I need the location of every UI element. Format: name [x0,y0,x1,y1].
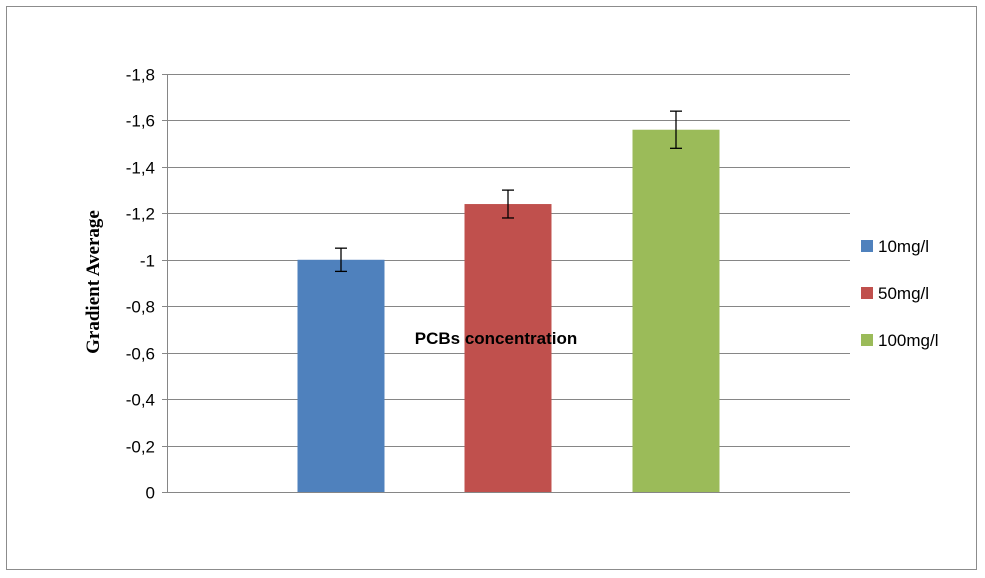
legend-label: 10mg/l [878,237,929,256]
bars [297,129,720,493]
legend-item-1: 10mg/l [861,237,929,256]
y-tick-label: -0,6 [126,345,155,364]
y-tick-label: -1,6 [126,112,155,131]
x-axis-title: PCBs concentration [415,329,577,348]
y-tick-label: -1,2 [126,205,155,224]
y-tick-label: -0,4 [126,391,155,410]
legend: 10mg/l 50mg/l 100mg/l [861,237,938,350]
y-tick-labels: 0 -0,2 -0,4 -0,6 -0,8 -1 -1,2 -1,4 -1,6 -1,8 [126,66,155,503]
error-bars [335,110,682,273]
error-bar-1 [335,247,347,273]
error-bar-2 [502,189,514,219]
legend-item-2: 50mg/l [861,284,929,303]
y-axis-title: Gradient Average [83,210,104,354]
legend-swatch [861,240,873,252]
chart-frame: 0 -0,2 -0,4 -0,6 -0,8 -1 -1,2 -1,4 -1,6 -1,8 10mg… [6,6,977,570]
axes [162,74,850,493]
y-tick-label: -0,8 [126,298,155,317]
y-tick-label: -0,2 [126,438,155,457]
y-tick-label: -1,8 [126,66,155,85]
y-tick-label: -1 [140,252,155,271]
bar-3 [632,129,720,492]
legend-label: 50mg/l [878,284,929,303]
bar-chart: 0 -0,2 -0,4 -0,6 -0,8 -1 -1,2 -1,4 -1,6 -1,8 10mg… [83,66,938,503]
legend-label: 100mg/l [878,331,938,350]
legend-swatch [861,334,873,346]
bar-2 [464,204,552,493]
y-tick-label: -1,4 [126,159,155,178]
y-tick-label: 0 [146,484,155,503]
legend-swatch [861,287,873,299]
legend-item-3: 100mg/l [861,331,938,350]
error-bar-3 [670,110,682,149]
bar-1 [297,259,385,492]
